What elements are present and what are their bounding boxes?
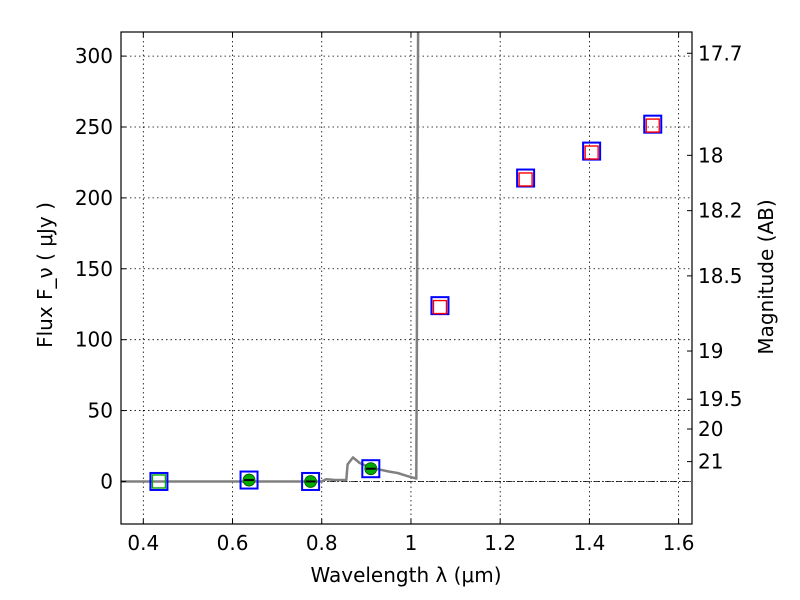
y-tick-label: 0 <box>100 469 113 493</box>
x-tick-label: 1.4 <box>573 531 605 555</box>
y-tick-label: 250 <box>75 115 113 139</box>
data-point-square <box>239 470 259 490</box>
data-point-square <box>361 459 381 479</box>
x-tick-label: 0.8 <box>306 531 338 555</box>
model-spectrum-line <box>121 31 420 483</box>
right-tick-label: 20 <box>698 417 723 441</box>
y-tick-label: 150 <box>75 257 113 281</box>
plot-area <box>121 31 663 491</box>
right-tick-label: 21 <box>698 450 723 474</box>
data-point-square <box>518 172 533 187</box>
x-axis: 0.4 0.6 0.8 1 1.2 1.4 1.6 <box>127 32 695 555</box>
y-axis: 0 50 100 150 200 250 300 <box>75 44 126 493</box>
right-tick-label: 18.2 <box>698 199 743 223</box>
right-axis-label: Magnitude (AB) <box>754 199 778 354</box>
right-tick-label: 19.5 <box>698 387 743 411</box>
x-tick-label: 0.4 <box>127 531 159 555</box>
data-point-square <box>301 471 321 491</box>
x-tick-label: 1 <box>405 531 418 555</box>
plot-frame <box>120 31 693 525</box>
right-axis: 17.7 18 18.2 18.5 19 19.5 20 21 <box>687 41 743 474</box>
x-tick-label: 1.2 <box>484 531 516 555</box>
data-point-square <box>645 118 660 133</box>
data-point-square <box>151 474 167 489</box>
right-tick-label: 17.7 <box>698 41 743 65</box>
data-point-square <box>432 299 448 315</box>
grid <box>121 32 692 524</box>
y-axis-label: Flux F_ν ( μJy ) <box>33 202 57 348</box>
y-tick-label: 100 <box>75 328 113 352</box>
right-tick-label: 18 <box>698 143 723 167</box>
y-tick-label: 50 <box>88 399 113 423</box>
x-tick-label: 1.6 <box>663 531 695 555</box>
y-tick-label: 300 <box>75 44 113 68</box>
data-point-square <box>149 471 169 491</box>
data-point-square <box>584 145 599 160</box>
x-tick-label: 0.6 <box>217 531 249 555</box>
right-tick-label: 18.5 <box>698 264 743 288</box>
right-tick-label: 19 <box>698 339 723 363</box>
y-tick-label: 200 <box>75 186 113 210</box>
x-axis-label: Wavelength λ (μm) <box>310 563 501 587</box>
